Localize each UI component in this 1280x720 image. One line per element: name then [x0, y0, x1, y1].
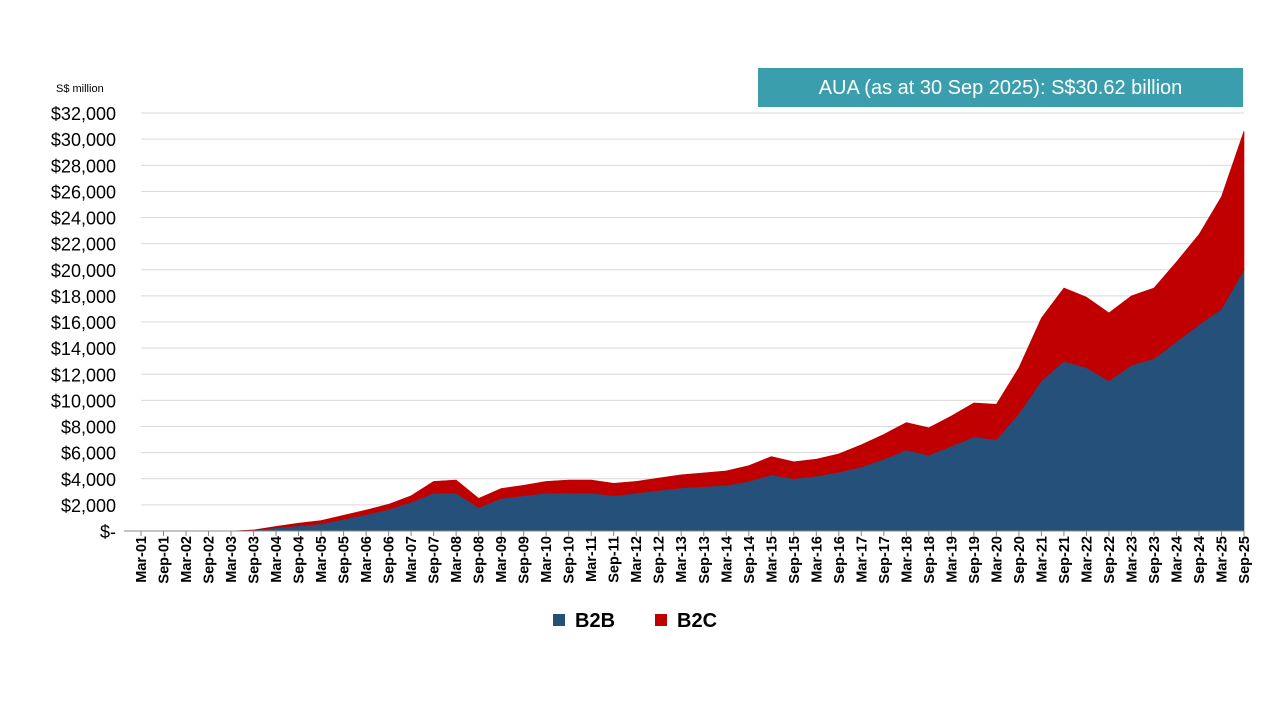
x-tick-label: Mar-01	[134, 536, 150, 583]
y-tick-label: $16,000	[51, 313, 116, 333]
x-tick-label: Mar-07	[404, 536, 420, 583]
legend-label: B2B	[575, 610, 615, 632]
x-tick-label: Sep-20	[1012, 536, 1028, 584]
legend-swatch	[655, 614, 667, 626]
y-tick-label: $24,000	[51, 209, 116, 229]
x-tick-label: Mar-13	[674, 536, 690, 583]
x-tick-label: Sep-17	[877, 536, 893, 584]
y-tick-label: $2,000	[61, 496, 116, 516]
y-tick-label: $22,000	[51, 235, 116, 255]
x-tick-label: Mar-19	[944, 536, 960, 583]
y-tick-label: $28,000	[51, 156, 116, 176]
x-tick-label: Mar-20	[989, 536, 1005, 583]
aua-callout: AUA (as at 30 Sep 2025): S$30.62 billion	[758, 68, 1243, 107]
x-tick-label: Mar-10	[539, 536, 555, 583]
y-tick-label: $6,000	[61, 444, 116, 464]
x-tick-label: Sep-08	[472, 536, 488, 584]
x-tick-label: Mar-21	[1034, 536, 1050, 583]
x-tick-label: Sep-19	[967, 536, 983, 584]
x-tick-label: Sep-02	[202, 536, 218, 584]
x-tick-label: Sep-09	[517, 536, 533, 584]
legend-label: B2C	[677, 610, 717, 632]
x-tick-label: Sep-01	[157, 536, 173, 584]
x-tick-label: Mar-03	[224, 536, 240, 583]
x-tick-label: Mar-15	[764, 536, 780, 583]
aua-callout-text: AUA (as at 30 Sep 2025): S$30.62 billion	[819, 77, 1183, 99]
legend-item-b2c: B2C	[655, 610, 717, 632]
y-tick-label: $18,000	[51, 287, 116, 307]
x-axis-tick-labels: Mar-01 Sep-01 Mar-02 Sep-02 Mar-03 Sep-03 Mar-…	[134, 536, 1253, 584]
y-tick-label: $10,000	[51, 391, 116, 411]
grid-lines	[141, 112, 1244, 506]
x-tick-label: Sep-04	[292, 536, 308, 584]
x-tick-label: Sep-10	[562, 536, 578, 584]
y-tick-label: $20,000	[51, 261, 116, 281]
unit-label: S$ million	[56, 83, 104, 95]
x-tick-label: Mar-02	[179, 536, 195, 583]
x-tick-label: Mar-18	[899, 536, 915, 583]
x-tick-label: Sep-07	[427, 536, 443, 584]
x-tick-label: Sep-18	[922, 536, 938, 584]
x-tick-label: Mar-14	[719, 536, 735, 583]
series-area-b2c	[141, 130, 1245, 532]
x-tick-label: Mar-04	[269, 536, 285, 583]
y-tick-label: $30,000	[51, 130, 116, 150]
x-tick-label: Sep-13	[697, 536, 713, 584]
y-tick-label: $8,000	[61, 418, 116, 438]
x-tick-label: Mar-12	[629, 536, 645, 583]
y-axis-tick-labels: $- $2,000 $4,000 $6,000 $8,000 $10,000 $12,000…	[51, 104, 116, 542]
y-tick-label: $26,000	[51, 182, 116, 202]
y-tick-label: $14,000	[51, 339, 116, 359]
x-tick-label: Sep-06	[382, 536, 398, 584]
x-tick-label: Mar-16	[809, 536, 825, 583]
x-tick-label: Mar-09	[494, 536, 510, 583]
y-tick-label: $4,000	[61, 470, 116, 490]
x-tick-label: Sep-14	[742, 536, 758, 584]
x-tick-label: Sep-12	[652, 536, 668, 584]
legend-item-b2b: B2B	[553, 610, 615, 632]
x-tick-label: Mar-06	[359, 536, 375, 583]
x-tick-label: Sep-22	[1102, 536, 1118, 584]
legend-swatch	[553, 614, 565, 626]
axes	[124, 530, 1245, 536]
aua-callout-box	[758, 68, 1243, 107]
x-tick-label: Sep-03	[247, 536, 263, 584]
y-tick-label: $12,000	[51, 365, 116, 385]
x-tick-label: Mar-08	[449, 536, 465, 583]
x-tick-label: Sep-24	[1192, 536, 1208, 584]
x-tick-label: Sep-15	[787, 536, 803, 584]
legend: B2B B2C	[553, 610, 717, 632]
x-tick-label: Mar-22	[1079, 536, 1095, 583]
x-tick-label: Sep-25	[1237, 536, 1253, 584]
x-tick-label: Sep-23	[1147, 536, 1163, 584]
x-tick-label: Mar-05	[314, 536, 330, 583]
x-tick-label: Sep-11	[607, 536, 623, 583]
x-tick-label: Sep-21	[1057, 536, 1073, 584]
y-tick-label: $32,000	[51, 104, 116, 124]
x-tick-label: Sep-16	[832, 536, 848, 584]
x-tick-label: Mar-25	[1214, 536, 1230, 583]
x-tick-label: Mar-11	[584, 536, 600, 582]
x-tick-label: Sep-05	[337, 536, 353, 584]
y-tick-label: $-	[100, 522, 116, 542]
x-tick-label: Mar-17	[854, 536, 870, 583]
x-tick-label: Mar-23	[1124, 536, 1140, 583]
x-tick-label: Mar-24	[1169, 536, 1185, 583]
